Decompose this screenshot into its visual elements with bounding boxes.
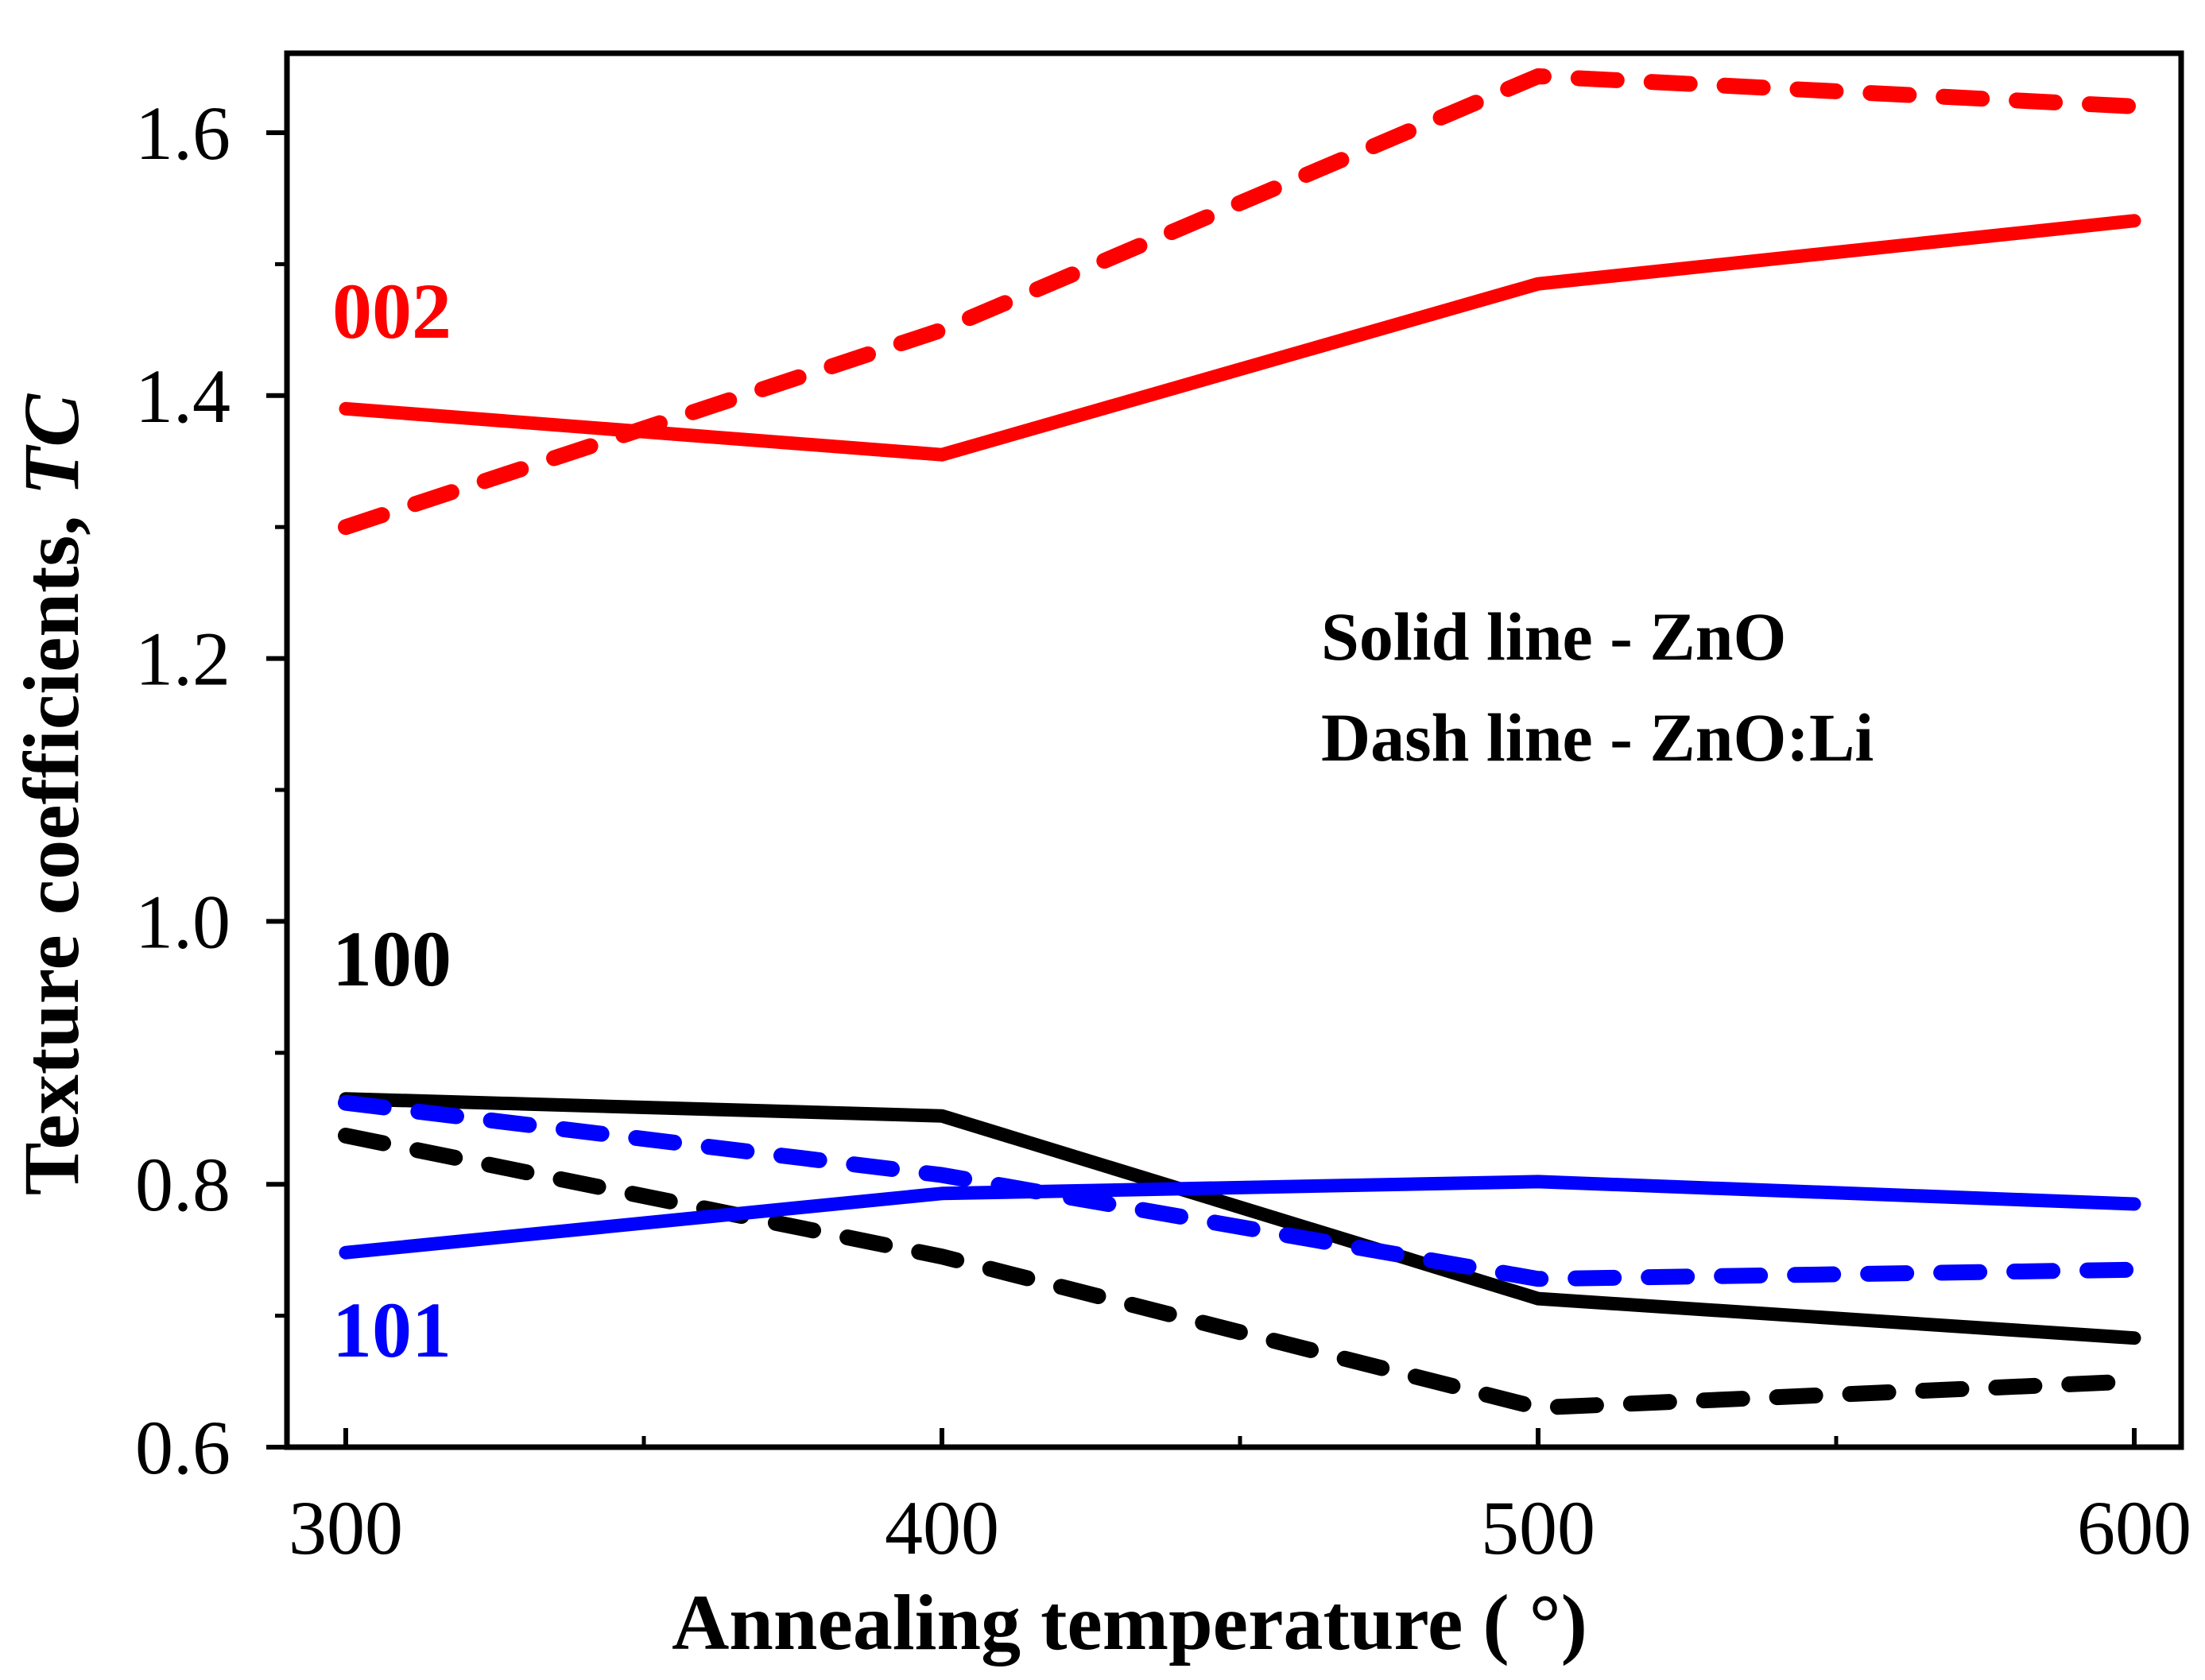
- x-axis-title: Annealing temperature ( °): [672, 1578, 1587, 1666]
- x-tick-label: 400: [885, 1485, 999, 1570]
- legend-dash-line: Dash line - ZnO:Li: [1321, 699, 1874, 776]
- y-tick-label: 1.4: [135, 354, 231, 439]
- x-axis-ticks: 300 400 500 600: [289, 1428, 2191, 1570]
- plot-lines: [338, 68, 2142, 1416]
- y-tick-label: 0.8: [135, 1142, 231, 1227]
- series-label-002: 002: [332, 267, 451, 355]
- series-line-002-dash: [338, 68, 2142, 536]
- y-tick-label: 1.2: [135, 617, 231, 702]
- series-line-101-dash: [338, 1094, 2142, 1287]
- x-tick-label: 500: [1481, 1485, 1595, 1570]
- series-line-100-solid: [339, 1092, 2141, 1345]
- legend: Solid line - ZnO Dash line - ZnO:Li: [1321, 598, 1874, 776]
- x-tick-label: 300: [289, 1485, 403, 1570]
- series-line-101-solid: [339, 1175, 2141, 1260]
- y-tick-label: 0.6: [135, 1405, 231, 1490]
- x-tick-label: 600: [2077, 1485, 2191, 1570]
- legend-solid-line: Solid line - ZnO: [1321, 598, 1786, 675]
- y-axis-title-main: Texture coefficients,: [7, 496, 95, 1195]
- series-line-100-dash: [338, 1128, 2142, 1416]
- y-axis-title-italic: TC: [7, 393, 95, 496]
- y-tick-label: 1.0: [135, 879, 231, 964]
- series-label-100: 100: [332, 915, 451, 1003]
- y-axis-ticks: 0.6 0.8 1.0 1.2 1.4 1.6: [135, 91, 287, 1490]
- series-label-101: 101: [332, 1286, 451, 1374]
- y-tick-label: 1.6: [135, 91, 231, 176]
- y-axis-title: Texture coefficients, TC: [7, 393, 95, 1195]
- plot-frame: [284, 50, 2184, 1450]
